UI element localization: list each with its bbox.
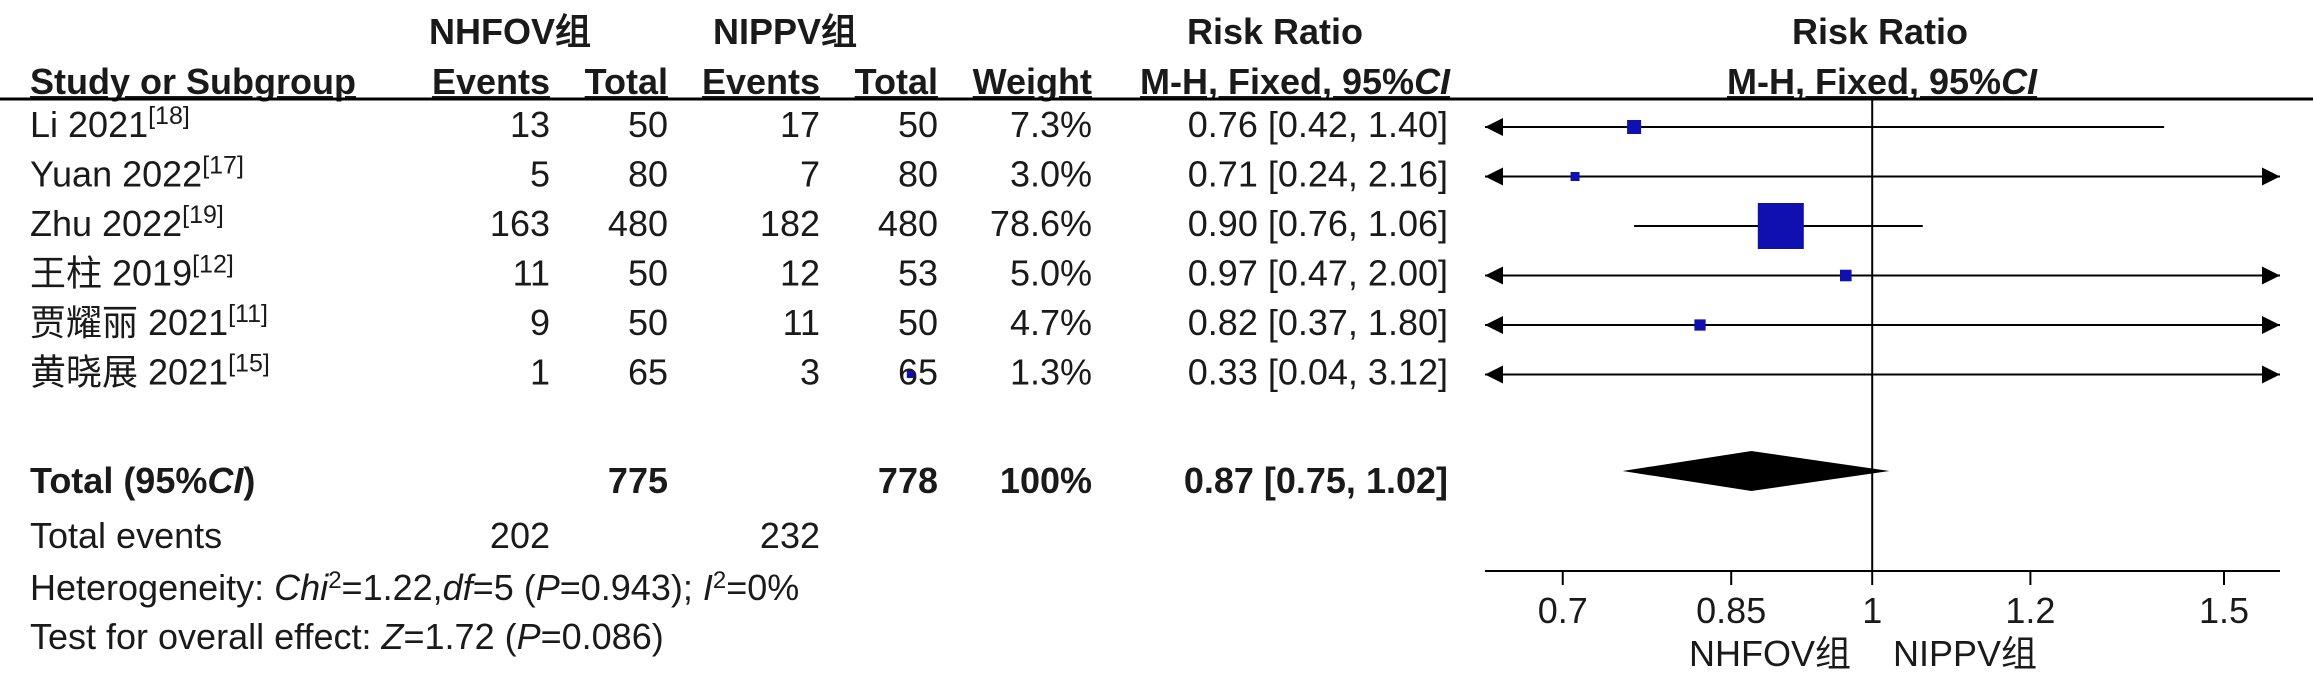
study-name: Zhu 2022[19] [30,201,224,244]
study-name: Yuan 2022[17] [30,152,244,195]
experimental-events: 1 [530,352,550,393]
study-weight: 1.3% [1010,352,1092,393]
study-weight: 4.7% [1010,302,1092,343]
x-tick-label: 1.5 [2199,590,2249,631]
rr-table-title: Risk Ratio [1187,11,1363,52]
ci-arrow-left [1485,316,1503,334]
experimental-total: 50 [628,104,668,145]
control-events: 7 [800,154,820,195]
study-name: 贾耀丽 2021[11] [30,300,268,343]
pooled-estimate-diamond [1622,451,1890,491]
ci-arrow-right [2262,316,2280,334]
x-tick-label: 0.7 [1538,590,1588,631]
control-total: 50 [898,104,938,145]
experimental-events: 5 [530,154,550,195]
experimental-events: 11 [513,253,550,294]
experimental-total: 50 [628,253,668,294]
total-events-control: 232 [760,515,820,556]
control-total: 80 [898,154,938,195]
control-total: 65 [898,352,938,393]
study-point-estimate [906,371,914,378]
ci-arrow-right [2262,266,2280,285]
experimental-group-header: NHFOV组 [429,11,591,52]
rr-plot-title: Risk Ratio [1792,11,1968,52]
study-name: Li 2021[18] [30,102,190,145]
rr-plot-method-header: M-H, Fixed, 95%CI [1727,61,2038,102]
rr-method-header: M-H, Fixed, 95%CI [1140,61,1451,102]
study-point-estimate [1627,119,1642,135]
x-tick-label: 1.2 [2005,590,2055,631]
control-total: 53 [898,253,938,294]
control-events: 12 [780,253,820,294]
study-name: 王柱 2019[12] [30,251,234,294]
experimental-events: 13 [510,104,550,145]
experimental-events: 163 [490,203,550,244]
study-weight: 3.0% [1010,154,1092,195]
x-tick-label: 0.85 [1696,590,1766,631]
ci-arrow-left [1485,167,1503,186]
control-total-header: Total [855,61,938,102]
experimental-total: 480 [608,203,668,244]
total-experimental: 775 [608,460,668,501]
favours-right-label: NIPPV组 [1893,633,2037,674]
total-control: 778 [878,460,938,501]
favours-left-label: NHFOV组 [1689,633,1851,674]
ci-arrow-left [1485,365,1503,384]
weight-header: Weight [973,61,1092,102]
ci-arrow-right [2262,167,2280,186]
study-ci-text: 0.97 [0.47, 2.00] [1188,253,1448,294]
heterogeneity-stats: Heterogeneity: Chi2=1.22,df=5 (P=0.943);… [30,567,799,608]
total-label: Total (95%CI) [30,460,255,501]
overall-effect-stats: Test for overall effect: Z=1.72 (P=0.086… [30,616,664,657]
study-ci-text: 0.82 [0.37, 1.80] [1188,302,1448,343]
study-weight: 5.0% [1010,253,1092,294]
ci-arrow-right [2262,365,2280,384]
x-tick-label: 1 [1862,590,1882,631]
total-ci-text: 0.87 [0.75, 1.02] [1184,460,1448,501]
control-group-header: NIPPV组 [713,11,857,52]
study-point-estimate [1757,203,1804,249]
control-events: 3 [800,352,820,393]
study-point-estimate [1694,319,1706,331]
total-events-label: Total events [30,515,222,556]
study-point-estimate [1839,269,1852,282]
control-total: 50 [898,302,938,343]
study-point-estimate [1570,172,1580,181]
ci-arrow-left [1485,118,1503,136]
control-total: 480 [878,203,938,244]
study-column-header: Study or Subgroup [30,61,356,102]
control-events: 11 [783,302,820,343]
total-weight: 100% [1000,460,1092,501]
control-events: 17 [780,104,820,145]
study-weight: 7.3% [1010,104,1092,145]
ci-arrow-left [1485,266,1503,285]
experimental-total-header: Total [585,61,668,102]
study-ci-text: 0.33 [0.04, 3.12] [1188,352,1448,393]
study-name: 黄晓展 2021[15] [30,350,270,393]
experimental-total: 80 [628,154,668,195]
experimental-total: 50 [628,302,668,343]
experimental-events: 9 [530,302,550,343]
total-events-experimental: 202 [490,515,550,556]
study-ci-text: 0.76 [0.42, 1.40] [1188,104,1448,145]
study-rows: Li 2021[18] 13 50 17 50 7.3% 0.76 [0.42, 1.40]… [30,102,1448,393]
study-weight: 78.6% [990,203,1092,244]
plot-area: 0.7 0.85 1 1.2 1.5 [906,99,2280,631]
experimental-events-header: Events [432,61,550,102]
experimental-total: 65 [628,352,668,393]
study-ci-text: 0.90 [0.76, 1.06] [1188,203,1448,244]
control-events-header: Events [702,61,820,102]
control-events: 182 [760,203,820,244]
study-ci-text: 0.71 [0.24, 2.16] [1188,154,1448,195]
